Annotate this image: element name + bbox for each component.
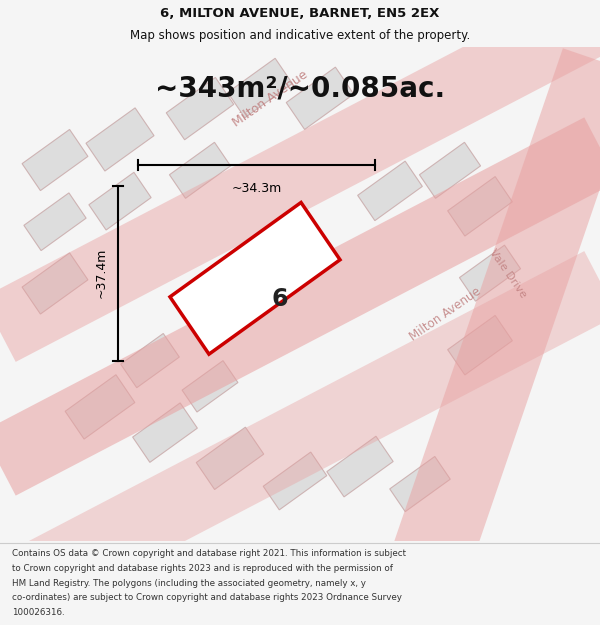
Polygon shape — [86, 108, 154, 171]
Polygon shape — [133, 403, 197, 462]
Polygon shape — [22, 129, 88, 191]
Polygon shape — [390, 456, 450, 512]
Polygon shape — [460, 245, 521, 301]
Text: Milton Avenue: Milton Avenue — [407, 285, 483, 344]
Text: Vale Drive: Vale Drive — [488, 247, 529, 299]
Polygon shape — [170, 202, 340, 354]
Polygon shape — [263, 452, 327, 510]
Text: 6: 6 — [272, 287, 288, 311]
Polygon shape — [448, 177, 512, 236]
Polygon shape — [182, 361, 238, 412]
Polygon shape — [286, 67, 354, 129]
Text: to Crown copyright and database rights 2023 and is reproduced with the permissio: to Crown copyright and database rights 2… — [12, 564, 393, 573]
Polygon shape — [166, 78, 234, 140]
Polygon shape — [196, 427, 264, 489]
Polygon shape — [24, 193, 86, 251]
Text: Contains OS data © Crown copyright and database right 2021. This information is : Contains OS data © Crown copyright and d… — [12, 549, 406, 558]
Text: ~34.3m: ~34.3m — [232, 182, 281, 194]
Text: ~343m²/~0.085ac.: ~343m²/~0.085ac. — [155, 74, 445, 102]
Polygon shape — [227, 58, 292, 118]
Text: 100026316.: 100026316. — [12, 608, 65, 617]
Polygon shape — [121, 334, 179, 388]
Text: HM Land Registry. The polygons (including the associated geometry, namely x, y: HM Land Registry. The polygons (includin… — [12, 579, 366, 587]
Text: Milton Avenue: Milton Avenue — [230, 68, 310, 129]
Polygon shape — [358, 161, 422, 221]
Text: 6, MILTON AVENUE, BARNET, EN5 2EX: 6, MILTON AVENUE, BARNET, EN5 2EX — [160, 7, 440, 19]
Polygon shape — [22, 253, 88, 314]
Text: Map shows position and indicative extent of the property.: Map shows position and indicative extent… — [130, 29, 470, 42]
Text: ~37.4m: ~37.4m — [95, 248, 108, 298]
Text: co-ordinates) are subject to Crown copyright and database rights 2023 Ordnance S: co-ordinates) are subject to Crown copyr… — [12, 593, 402, 602]
Polygon shape — [448, 316, 512, 375]
Polygon shape — [327, 436, 393, 497]
Polygon shape — [419, 142, 481, 198]
Polygon shape — [89, 173, 151, 230]
Polygon shape — [169, 142, 230, 198]
Polygon shape — [65, 375, 135, 439]
